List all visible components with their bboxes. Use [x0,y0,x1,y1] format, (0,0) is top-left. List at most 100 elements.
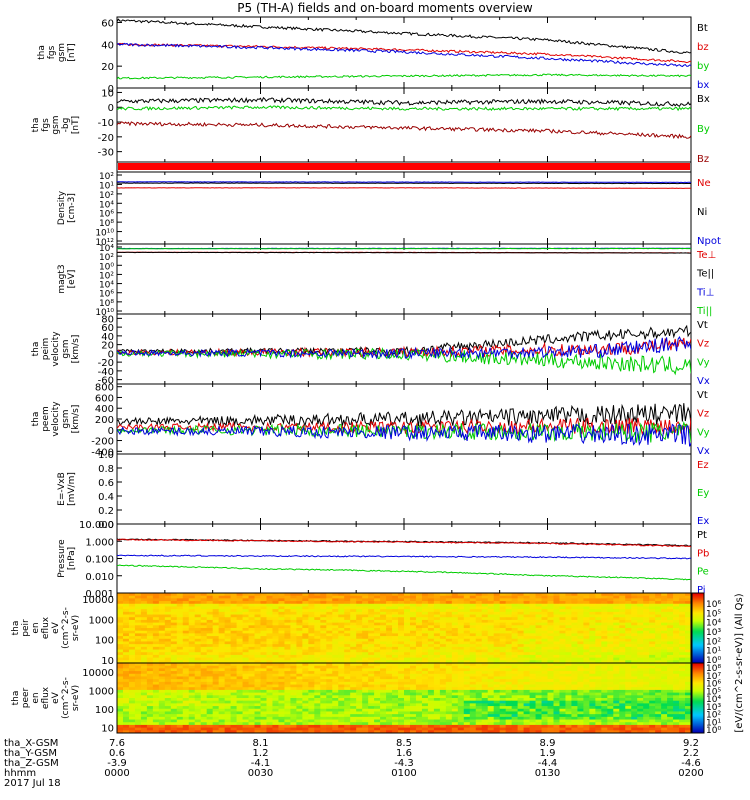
heatmap-cell [559,657,566,661]
heatmap-cell [380,611,387,615]
heatmap-cell [589,711,596,715]
heatmap-cell [625,671,632,675]
heatmap-cell [679,708,686,712]
heatmap-cell [272,660,279,664]
series-line-Ni [117,182,691,185]
heatmap-cell [248,660,255,664]
heatmap-cell [571,679,578,683]
heatmap-cell [517,617,524,621]
heatmap-cell [200,692,208,696]
heatmap-cell [152,700,160,704]
heatmap-cell [302,698,309,702]
heatmap-cell [344,681,351,685]
heatmap-cell [409,636,417,640]
heatmap-cell [529,598,536,602]
heatmap-cell [117,595,124,599]
y-tick-label: 0.001 [85,589,114,600]
heatmap-cell [320,665,327,669]
panel-frame [116,243,692,315]
heatmap-cell [649,711,656,715]
heatmap-cell [601,625,608,629]
heatmap-cell [505,716,513,720]
heatmap-cell [631,698,638,702]
heatmap-cell [553,681,560,685]
heatmap-cell [529,619,536,624]
heatmap-cell [182,611,190,615]
heatmap-cell [236,652,243,656]
heatmap-cell [117,714,124,718]
heatmap-cell [200,673,208,677]
heatmap-cell [374,654,381,659]
series-line-Bz [117,121,691,140]
heatmap-cell [631,681,638,685]
heatmap-cell [565,708,572,712]
heatmap-cell [493,654,501,659]
heatmap-cell [314,606,321,610]
heatmap-cell [194,711,202,715]
heatmap-cell [350,665,357,669]
heatmap-cell [613,671,620,675]
heatmap-cell [457,609,465,613]
heatmap-cell [667,684,674,688]
heatmap-cell [667,676,674,680]
heatmap-cell [134,609,142,613]
heatmap-cell [517,638,524,642]
heatmap-cell [649,630,656,634]
heatmap-cell [445,593,453,597]
heatmap-cell [421,679,429,683]
heatmap-cell [559,649,566,653]
heatmap-cell [128,689,136,694]
heatmap-cell [505,692,513,696]
heatmap-cell [613,698,620,702]
heatmap-cell [320,633,327,637]
heatmap-cell [505,628,513,632]
heatmap-cell [176,684,184,688]
heatmap-cell [631,652,638,656]
heatmap-cell [134,676,142,680]
y-tick-label: 10¹⁰ [95,229,114,239]
heatmap-cell [374,698,381,702]
heatmap-cell [386,708,393,712]
heatmap-cell [481,660,489,664]
heatmap-cell [188,649,196,653]
heatmap-cell [427,706,435,710]
heatmap-cell [439,633,447,637]
heatmap-cell [409,644,417,648]
heatmap-cell [487,628,495,632]
heatmap-cell [409,625,417,629]
y-tick-label: 1000 [89,615,114,626]
heatmap-cell [505,633,513,637]
heatmap-cell [152,652,160,656]
heatmap-cell [409,673,417,677]
heatmap-cell [224,692,232,696]
heatmap-cell [565,636,572,640]
heatmap-cell [655,700,662,704]
heatmap-cell [200,660,208,664]
heatmap-cell [242,652,249,656]
heatmap-cell [362,593,369,597]
heatmap-cell [236,654,243,659]
heatmap-cell [583,619,590,624]
heatmap-cell [200,654,208,659]
heatmap-cell [278,714,285,718]
heatmap-cell [517,641,524,645]
heatmap-cell [553,636,560,640]
heatmap-cell [188,679,196,683]
heatmap-cell [230,636,237,640]
heatmap-cell [182,614,190,618]
heatmap-cell [625,665,632,669]
heatmap-cell [493,706,501,710]
heatmap-cell [350,644,357,648]
heatmap-cell [565,598,572,602]
heatmap-cell [685,665,692,669]
heatmap-cell [439,595,447,599]
heatmap-cell [493,622,501,626]
heatmap-cell [619,609,626,613]
heatmap-cell [559,663,566,667]
heatmap-cell [242,692,249,696]
heatmap-cell [607,676,614,680]
heatmap-cell [314,692,321,696]
heatmap-cell [577,663,584,667]
heatmap-cell [290,663,297,667]
